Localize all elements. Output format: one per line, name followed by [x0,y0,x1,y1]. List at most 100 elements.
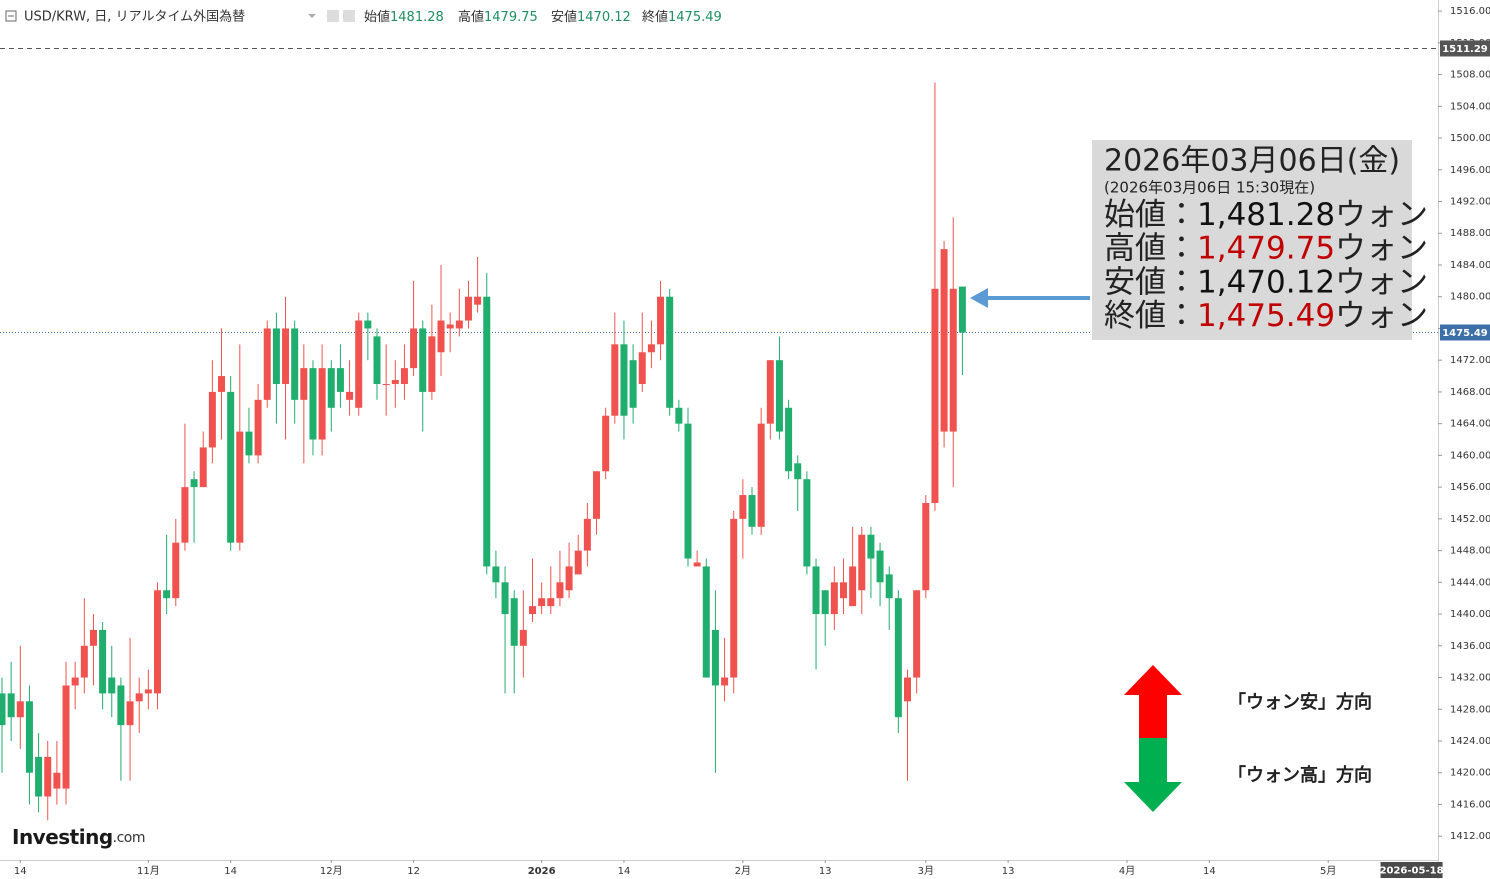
candle-body [519,629,527,646]
candle-body [272,328,280,384]
candle-body [858,534,866,591]
ohlc-label: 始値 [364,9,390,25]
price-tag [1440,324,1490,341]
info-row-label: 安値： [1104,264,1197,300]
ohlc-label: 高値 [458,9,484,25]
candle-body [638,352,646,384]
y-tick-label: 1444.00 [1450,577,1490,588]
candle-body [419,328,427,392]
y-tick-label: 1516.00 [1450,6,1490,17]
candle-body [163,590,171,599]
y-tick-label: 1440.00 [1450,609,1490,620]
info-row-label: 高値： [1104,230,1197,266]
y-tick-label: 1492.00 [1450,197,1490,208]
y-tick-label: 1484.00 [1450,260,1490,271]
candle-body [346,391,354,400]
candle-body [867,534,875,559]
x-tick-label: 11月 [137,865,160,877]
y-tick-label: 1452.00 [1450,514,1490,525]
candle-body [428,336,436,392]
candle-body [885,574,893,599]
candle-body [675,407,683,424]
cursor-date-box [1380,862,1443,878]
candle-body [309,368,317,440]
candle-body [483,296,491,567]
candle-body [684,423,692,559]
candle-body [172,542,180,599]
candle-body [922,502,930,591]
candle-body [711,629,719,686]
candle-body [904,677,912,702]
candle-body [44,756,52,797]
price-tag [1440,40,1490,57]
candle-body [446,324,454,329]
candle-body [620,344,628,416]
settings-icon[interactable] [327,10,339,22]
candle-body [208,391,216,448]
info-row: 高値：1,479.75ウォン [1104,230,1428,266]
candle-body [730,518,738,678]
candle-body [99,629,107,694]
candle-body [794,463,802,480]
candle-body [135,693,143,702]
candle-body [437,320,445,353]
info-rows: 始値：1,481.28ウォン高値：1,479.75ウォン安値：1,470.12ウ… [1104,197,1428,334]
candle-body [71,677,79,686]
info-row-value: 1,481.28 [1197,197,1335,233]
x-tick-label: 2月 [735,865,751,877]
y-tick-label: 1504.00 [1450,101,1490,112]
y-tick-label: 1420.00 [1450,768,1490,779]
candle-body [181,487,189,543]
candle-body [821,590,829,615]
candle-body [7,693,15,718]
candle-body [190,479,198,488]
candle-body [803,479,811,567]
candle-body [666,296,674,408]
candle-body [364,320,372,329]
y-tick-label: 1496.00 [1450,165,1490,176]
x-tick-label: 12月 [320,865,343,877]
close-icon[interactable] [343,10,355,22]
y-tick-label: 1448.00 [1450,546,1490,557]
candle-body [0,693,6,726]
candle-body [547,598,555,607]
candle-body [647,344,655,353]
info-row-label: 始値： [1104,197,1197,233]
collapse-icon[interactable] [5,10,17,22]
y-tick-label: 1480.00 [1450,292,1490,303]
x-tick-label: 13 [1002,866,1015,877]
candle-body [528,606,536,615]
candle-body [830,582,838,615]
x-tick-label: 14 [224,866,237,877]
x-tick-label: 14 [1203,866,1216,877]
candle-body [199,447,207,488]
ohlc-value: 1479.75 [484,10,538,25]
ohlc-value: 1470.12 [577,10,631,25]
y-tick-label: 1436.00 [1450,641,1490,652]
candle-body [501,582,509,615]
y-tick-label: 1460.00 [1450,450,1490,461]
candle-body [318,368,326,440]
x-tick-label: 4月 [1119,865,1135,877]
candle-body [327,368,335,408]
candle-body [336,368,344,392]
candle-body [62,685,70,789]
candle-body [693,562,701,567]
candle-body [583,518,591,551]
y-tick-label: 1424.00 [1450,736,1490,747]
x-tick-label: 5月 [1320,865,1336,877]
candle-body [117,685,125,726]
candle-body [931,288,939,503]
ohlc-label: 終値 [642,9,668,25]
y-tick-label: 1432.00 [1450,673,1490,684]
x-tick-label: 12 [407,866,420,877]
candle-body [913,590,921,678]
candle-body [126,701,134,726]
price-tag-label: 1511.29 [1442,44,1488,55]
candle-body [812,566,820,615]
ohlc-value: 1475.49 [668,10,722,25]
candle-body [400,368,408,384]
dropdown-icon[interactable] [308,14,316,18]
